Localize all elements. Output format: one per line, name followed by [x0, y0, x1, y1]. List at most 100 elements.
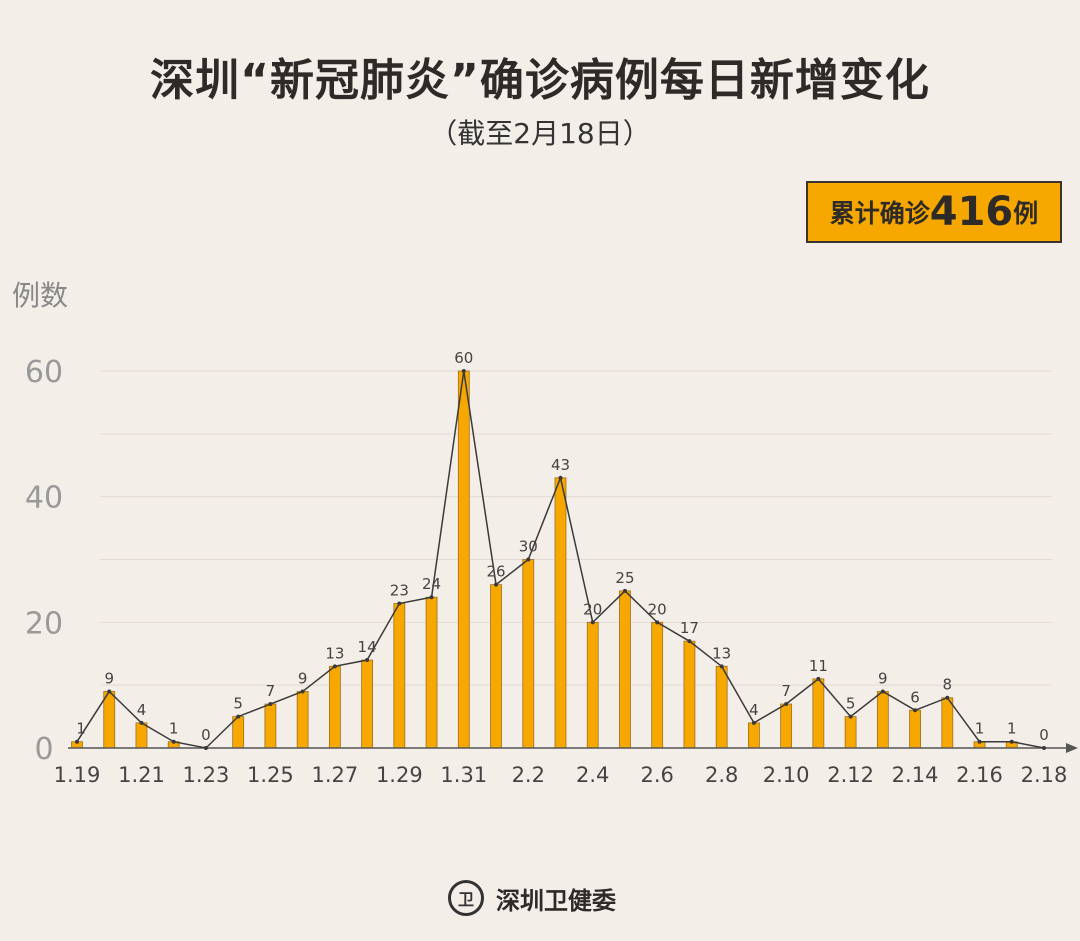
bar — [941, 697, 954, 749]
x-tick-label: 2.10 — [763, 763, 810, 787]
data-label: 26 — [486, 563, 505, 581]
trend-point — [461, 369, 466, 373]
bar — [619, 590, 631, 749]
bar — [296, 691, 309, 749]
y-tick-label: 40 — [25, 481, 63, 516]
trend-point — [332, 664, 337, 669]
trend-point — [622, 588, 627, 593]
data-label: 1 — [169, 720, 179, 738]
footer-org: 深圳卫健委 — [496, 886, 616, 915]
trend-point — [526, 557, 531, 562]
data-label: 20 — [583, 600, 602, 618]
bar — [554, 477, 567, 749]
x-tick-label: 2.2 — [512, 763, 545, 787]
total-cases-badge: 累计确诊 416 例 — [806, 181, 1062, 243]
bar — [135, 722, 148, 749]
bar — [522, 559, 535, 749]
bar — [651, 621, 664, 749]
bar — [425, 596, 438, 749]
data-label: 5 — [846, 695, 856, 713]
y-tick-label: 0 — [34, 732, 53, 767]
x-tick-label: 2.14 — [892, 763, 939, 787]
trend-point — [107, 689, 112, 694]
data-label: 14 — [358, 638, 377, 656]
x-axis-arrow-icon — [1066, 743, 1078, 753]
trend-point — [171, 739, 176, 744]
trend-point — [590, 620, 595, 625]
data-label: 9 — [104, 669, 114, 687]
data-label: 4 — [749, 701, 759, 719]
bar — [715, 665, 728, 749]
data-label: 43 — [551, 456, 570, 474]
data-label: 1 — [975, 720, 985, 738]
trend-point — [977, 739, 982, 744]
badge-number: 416 — [929, 189, 1014, 235]
trend-point — [558, 475, 563, 480]
y-axis-label: 例数 — [12, 279, 69, 312]
bar — [876, 691, 889, 749]
trend-point — [139, 720, 144, 725]
trend-point — [655, 620, 660, 625]
trend-point — [75, 739, 79, 744]
data-label: 24 — [422, 575, 441, 593]
bar — [683, 640, 696, 749]
trend-point — [397, 601, 402, 606]
trend-point — [236, 714, 241, 719]
trend-point — [494, 582, 499, 587]
data-label: 60 — [454, 349, 473, 367]
bar — [490, 584, 502, 749]
data-label: 13 — [712, 644, 731, 662]
bar — [780, 703, 793, 749]
trend-point — [203, 746, 208, 750]
trend-point — [1009, 739, 1014, 744]
data-label: 9 — [878, 669, 888, 687]
bar — [457, 370, 470, 749]
bar — [103, 691, 116, 749]
data-label: 1 — [1007, 720, 1017, 738]
trend-point — [1042, 746, 1046, 750]
health-commission-logo-icon: 卫 — [448, 880, 484, 916]
trend-point — [816, 676, 821, 681]
x-tick-label: 1.19 — [54, 763, 101, 787]
badge-suffix: 例 — [1013, 199, 1039, 228]
data-label: 23 — [390, 581, 409, 599]
x-tick-label: 1.25 — [247, 763, 294, 787]
bar — [393, 603, 406, 749]
data-label: 13 — [325, 644, 344, 662]
data-label: 6 — [910, 688, 920, 706]
chart-title: 深圳“新冠肺炎”确诊病例每日新增变化 — [150, 55, 930, 106]
chart-subtitle: （截至2月18日） — [429, 117, 651, 150]
trend-point — [429, 595, 434, 600]
data-label: 30 — [519, 538, 538, 556]
data-label: 0 — [201, 726, 211, 744]
data-label: 25 — [615, 569, 634, 587]
bar — [909, 709, 921, 749]
data-label: 1 — [76, 720, 86, 738]
data-label: 17 — [680, 619, 699, 637]
data-label: 9 — [298, 669, 308, 687]
bar — [328, 665, 341, 749]
bar — [844, 716, 857, 749]
trend-point — [300, 689, 305, 694]
x-tick-label: 2.4 — [576, 763, 609, 787]
bar — [264, 703, 277, 749]
x-tick-label: 1.29 — [376, 763, 423, 787]
bar — [361, 659, 374, 749]
y-tick-label: 60 — [25, 355, 63, 390]
bar — [586, 621, 599, 749]
x-tick-label: 1.31 — [440, 763, 487, 787]
trend-point — [268, 702, 273, 707]
x-tick-label: 1.27 — [311, 763, 358, 787]
badge-prefix: 累计确诊 — [829, 199, 930, 228]
x-tick-label: 2.12 — [827, 763, 874, 787]
data-label: 5 — [233, 695, 243, 713]
data-label: 20 — [648, 600, 667, 618]
trend-point — [945, 695, 950, 700]
x-tick-label: 2.16 — [956, 763, 1003, 787]
trend-point — [751, 720, 756, 725]
y-tick-label: 20 — [25, 606, 63, 641]
x-tick-label: 1.21 — [118, 763, 165, 787]
bar — [812, 678, 825, 749]
